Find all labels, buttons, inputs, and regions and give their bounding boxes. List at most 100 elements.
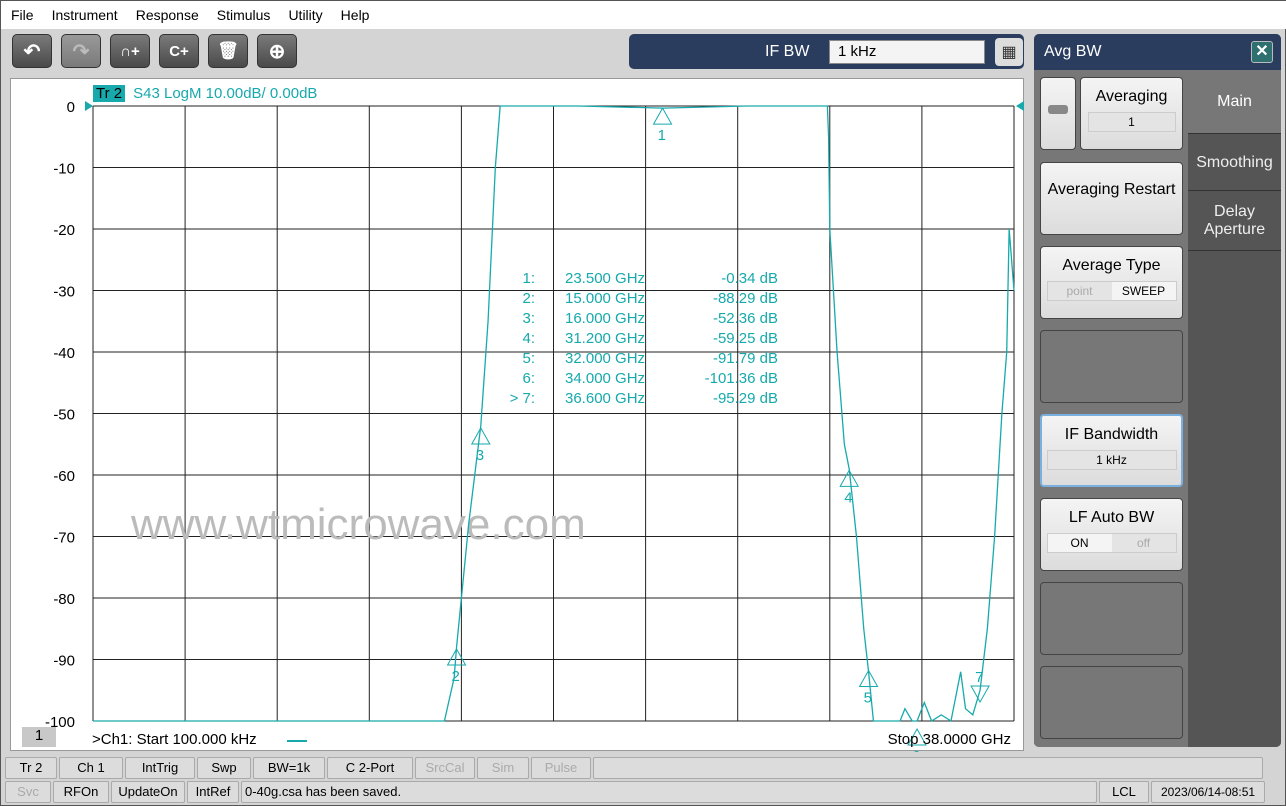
status-datetime: 2023/06/14-08:51	[1151, 781, 1265, 803]
status-lcl[interactable]: LCL	[1099, 781, 1149, 803]
averaging-value[interactable]: 1	[1087, 112, 1176, 132]
if-bandwidth-button[interactable]: IF Bandwidth 1 kHz	[1040, 414, 1183, 487]
redo-icon: ↷	[72, 40, 90, 63]
marker-7-icon	[970, 685, 990, 704]
marker-readout-label: 1:	[522, 270, 535, 287]
toggle-indicator-icon	[1048, 105, 1068, 114]
reference-level-right-icon	[1016, 101, 1024, 111]
menu-stimulus[interactable]: Stimulus	[216, 7, 271, 23]
status-trigger[interactable]: IntTrig	[125, 757, 195, 779]
avg-type-point[interactable]: point	[1066, 284, 1093, 298]
if-bw-label: IF BW	[765, 42, 810, 60]
marker-readout-label: 5:	[522, 350, 535, 367]
add-channel-button[interactable]: C+	[159, 34, 199, 68]
avg-type-sweep[interactable]: SWEEP	[1111, 282, 1176, 300]
averaging-button[interactable]: Averaging 1	[1080, 77, 1183, 150]
zoom-icon: ⊕	[268, 40, 286, 63]
status-srccal[interactable]: SrcCal	[415, 757, 475, 779]
channel-number[interactable]: 1	[22, 727, 56, 747]
add-marker-button[interactable]: ∩+	[110, 34, 150, 68]
keypad-icon: ▦	[1001, 43, 1017, 61]
reference-level-left-icon	[85, 101, 93, 111]
zoom-button[interactable]: ⊕	[257, 34, 297, 68]
marker-readout-freq: 31.200 GHz	[565, 330, 645, 347]
marker-2-number: 2	[452, 668, 460, 685]
status-intref[interactable]: IntRef	[187, 781, 239, 803]
trace-tag[interactable]: Tr 2	[93, 85, 126, 102]
panel-title-text: Avg BW	[1044, 43, 1102, 60]
y-tick-label: -10	[53, 161, 75, 178]
status-svc[interactable]: Svc	[5, 781, 51, 803]
lf-auto-bw-button[interactable]: LF Auto BW ON off	[1040, 498, 1183, 571]
status-trace[interactable]: Tr 2	[5, 757, 57, 779]
y-tick-label: -100	[45, 714, 75, 731]
status-channel[interactable]: Ch 1	[59, 757, 123, 779]
marker-2-icon	[446, 647, 467, 666]
trace-legend-line	[287, 740, 307, 742]
averaging-label: Averaging	[1095, 88, 1168, 105]
y-tick-label: -70	[53, 530, 75, 547]
redo-button[interactable]: ↷	[61, 34, 101, 68]
undo-icon: ↶	[23, 40, 41, 63]
status-update[interactable]: UpdateOn	[111, 781, 185, 803]
menu-response[interactable]: Response	[135, 7, 199, 23]
marker-readout-label: 4:	[522, 330, 535, 347]
status-bw[interactable]: BW=1k	[253, 757, 325, 779]
averaging-restart-button[interactable]: Averaging Restart	[1040, 162, 1183, 235]
marker-readout-value: -95.29 dB	[713, 390, 778, 407]
lf-auto-off[interactable]: off	[1136, 536, 1151, 550]
trace-line	[93, 105, 1015, 723]
status-sweep[interactable]: Swp	[197, 757, 251, 779]
chart-window: Tr 2 S43 LogM 10.00dB/ 0.00dB 0 -10 -20 -30 -…	[10, 78, 1025, 752]
tab-main[interactable]: Main	[1188, 70, 1281, 133]
if-bandwidth-value[interactable]: 1 kHz	[1046, 450, 1177, 470]
y-tick-label: -90	[53, 653, 75, 670]
y-tick-label: -50	[53, 407, 75, 424]
stop-freq: Stop 38.0000 GHz	[887, 731, 1011, 748]
undo-button[interactable]: ↶	[12, 34, 52, 68]
average-type-button[interactable]: Average Type point SWEEP	[1040, 246, 1183, 319]
y-tick-label: -80	[53, 591, 75, 608]
marker-6-icon	[907, 727, 927, 746]
status-cal[interactable]: C 2-Port	[327, 757, 413, 779]
y-tick-label: -60	[53, 468, 75, 485]
status-spacer	[593, 757, 1263, 779]
status-message: 0-40g.csa has been saved.	[241, 781, 1097, 803]
marker-readout-freq: 16.000 GHz	[565, 310, 645, 327]
marker-6-number: 6	[912, 748, 920, 752]
delete-button[interactable]: 🗑	[208, 34, 248, 68]
watermark: www.wtmicrowave.com	[130, 500, 586, 549]
status-sim[interactable]: Sim	[477, 757, 529, 779]
menu-instrument[interactable]: Instrument	[51, 7, 118, 23]
marker-5-icon	[858, 669, 879, 688]
empty-softkey	[1040, 330, 1183, 403]
tab-smoothing[interactable]: Smoothing	[1188, 133, 1281, 190]
status-pulse[interactable]: Pulse	[531, 757, 591, 779]
y-tick-label: -40	[53, 345, 75, 362]
trash-icon: 🗑	[217, 41, 239, 60]
marker-readout-freq: 32.000 GHz	[565, 350, 645, 367]
menu-file[interactable]: File	[11, 7, 34, 23]
avg-bw-panel: Avg BW ✕ Averaging 1 Averaging Restart Ave…	[1034, 34, 1281, 747]
status-rfon[interactable]: RFOn	[53, 781, 109, 803]
empty-softkey	[1040, 666, 1183, 739]
keypad-button[interactable]: ▦	[995, 37, 1023, 66]
marker-1-number: 1	[658, 127, 666, 144]
menu-utility[interactable]: Utility	[288, 7, 323, 23]
marker-readout-freq: 15.000 GHz	[565, 290, 645, 307]
empty-softkey	[1040, 582, 1183, 655]
averaging-toggle[interactable]	[1040, 77, 1076, 150]
close-button[interactable]: ✕	[1251, 41, 1273, 63]
marker-readout-label: 2:	[522, 290, 535, 307]
lf-auto-bw-label: LF Auto BW	[1068, 509, 1155, 526]
marker-readout-value: -59.25 dB	[713, 330, 778, 347]
menu-help[interactable]: Help	[340, 7, 370, 23]
lf-auto-on[interactable]: ON	[1047, 534, 1112, 552]
tab-delay-aperture[interactable]: Delay Aperture	[1188, 190, 1281, 251]
if-bw-input[interactable]	[829, 39, 985, 64]
close-icon: ✕	[1255, 43, 1269, 60]
marker-3-number: 3	[476, 447, 484, 464]
trace-header[interactable]: Tr 2 S43 LogM 10.00dB/ 0.00dB	[93, 85, 317, 102]
trace-plot[interactable]: 0 -10 -20 -30 -40 -50 -60 -70 -80 -90 -100 www.wtmi…	[11, 79, 1025, 752]
marker-readout-label: > 7:	[510, 390, 535, 407]
